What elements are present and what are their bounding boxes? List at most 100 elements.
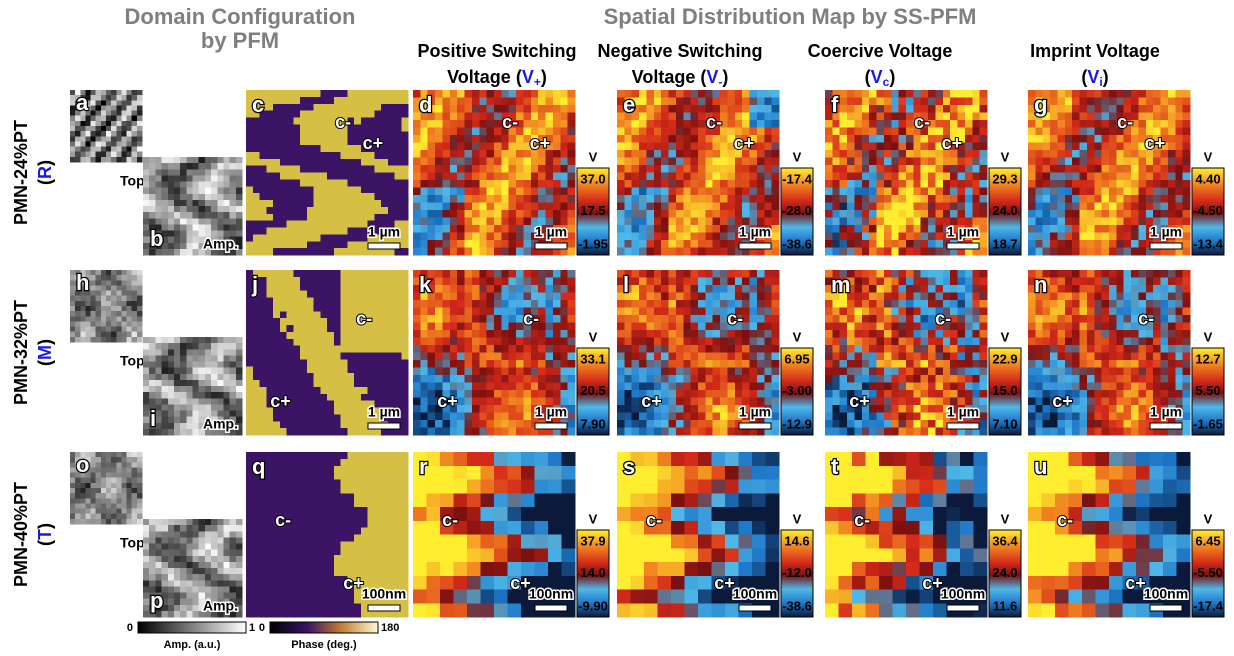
- pixel: [832, 225, 840, 233]
- pixel: [236, 194, 243, 201]
- pixel: [479, 165, 487, 173]
- pixel: [825, 195, 833, 203]
- pixel: [1072, 188, 1080, 196]
- pixel: [162, 349, 169, 356]
- pixel: [127, 136, 133, 142]
- pixel: [223, 182, 230, 189]
- pixel: [70, 126, 76, 132]
- pixel: [101, 332, 107, 338]
- pixel: [1183, 173, 1191, 181]
- pixel: [646, 338, 654, 346]
- pixel: [91, 321, 97, 327]
- pixel: [70, 311, 76, 317]
- pixel: [442, 308, 450, 316]
- image-label: Amp.: [203, 236, 238, 252]
- pixel: [764, 375, 772, 383]
- pixel: [260, 131, 267, 138]
- pixel: [465, 98, 473, 106]
- pixel: [487, 398, 495, 406]
- pixel: [720, 285, 728, 293]
- pixel: [764, 165, 772, 173]
- pixel: [487, 383, 495, 391]
- pixel: [450, 218, 458, 226]
- pixel: [772, 375, 780, 383]
- panel-letter: b: [150, 226, 163, 251]
- pixel: [223, 175, 230, 182]
- pixel: [972, 203, 980, 211]
- pixel: [162, 355, 169, 362]
- pixel: [479, 398, 487, 406]
- pixel: [705, 240, 713, 248]
- pixel: [1102, 240, 1110, 248]
- pixel: [1094, 188, 1102, 196]
- pixel: [676, 293, 684, 301]
- pixel: [921, 98, 929, 106]
- pixel: [420, 248, 428, 256]
- pixel: [334, 380, 341, 387]
- pixel: [428, 233, 436, 241]
- pixel: [428, 428, 436, 436]
- pixel: [347, 304, 354, 311]
- pixel: [501, 278, 509, 286]
- pixel: [847, 248, 855, 256]
- pixel: [341, 138, 348, 145]
- pixel: [300, 186, 307, 193]
- pixel: [913, 98, 921, 106]
- colorbar-tick: 18.7: [992, 236, 1017, 251]
- pixel: [531, 353, 539, 361]
- pixel: [847, 173, 855, 181]
- pixel: [683, 360, 691, 368]
- pixel: [127, 296, 133, 302]
- pixel: [101, 100, 107, 106]
- pixel: [757, 90, 765, 98]
- pixel: [538, 188, 546, 196]
- pixel: [327, 421, 334, 428]
- pixel: [958, 90, 966, 98]
- pixel: [300, 408, 307, 415]
- pixel: [568, 233, 576, 241]
- pixel: [553, 158, 561, 166]
- pixel: [127, 157, 133, 163]
- pixel: [307, 124, 314, 131]
- pixel: [891, 165, 899, 173]
- pixel: [906, 233, 914, 241]
- pixel: [928, 158, 936, 166]
- pixel: [487, 218, 495, 226]
- pixel: [137, 316, 143, 322]
- pixel: [401, 118, 408, 125]
- pixel: [832, 120, 840, 128]
- pixel: [935, 195, 943, 203]
- pixel: [401, 387, 408, 394]
- pixel: [825, 173, 833, 181]
- pixel: [884, 210, 892, 218]
- pixel: [401, 214, 408, 221]
- pixel: [1183, 210, 1191, 218]
- pixel: [127, 280, 133, 286]
- pixel: [450, 300, 458, 308]
- title-part: Voltage (: [447, 67, 522, 87]
- pixel: [388, 318, 395, 325]
- pixel: [253, 159, 260, 166]
- pixel: [186, 362, 193, 369]
- pixel: [186, 349, 193, 356]
- pixel: [501, 285, 509, 293]
- pixel: [691, 270, 699, 278]
- pixel: [368, 366, 375, 373]
- pixel: [236, 343, 243, 350]
- pixel: [293, 97, 300, 104]
- pixel: [661, 225, 669, 233]
- pixel: [546, 360, 554, 368]
- pixel: [899, 143, 907, 151]
- pixel: [132, 306, 138, 312]
- pixel: [669, 308, 677, 316]
- pixel: [487, 180, 495, 188]
- pixel: [713, 225, 721, 233]
- pixel: [266, 145, 273, 152]
- pixel: [435, 203, 443, 211]
- pixel: [413, 240, 421, 248]
- pixel: [341, 373, 348, 380]
- pixel: [494, 240, 502, 248]
- pixel: [1087, 150, 1095, 158]
- pixel: [450, 345, 458, 353]
- pixel: [1168, 165, 1176, 173]
